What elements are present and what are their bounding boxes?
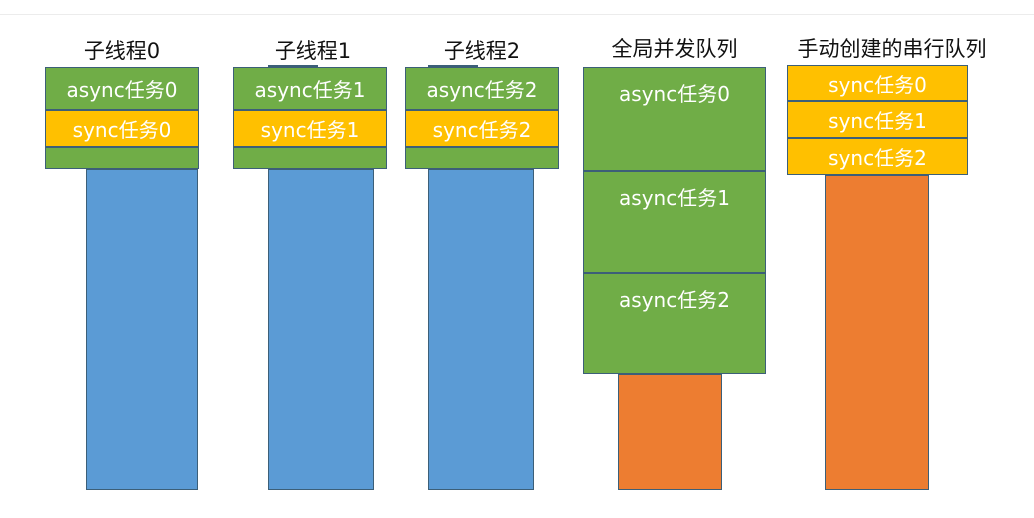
serial-queue-task-0: sync任务0	[787, 65, 968, 101]
thread-1-tick	[268, 65, 318, 68]
thread-1-green-footer	[233, 147, 387, 169]
serial-queue-bar	[825, 175, 929, 490]
thread-2-sync-task: sync任务2	[405, 110, 559, 147]
thread-0-async-task: async任务0	[45, 67, 199, 110]
thread-0-bar	[86, 169, 198, 490]
thread-0-sync-task: sync任务0	[45, 110, 199, 147]
global-queue-bar	[618, 374, 722, 490]
global-queue-task-2: async任务2	[583, 273, 766, 374]
serial-queue-title: 手动创建的串行队列	[797, 37, 987, 61]
serial-queue-task-1: sync任务1	[787, 101, 968, 138]
thread-2-title: 子线程2	[443, 39, 521, 63]
thread-0-title: 子线程0	[83, 39, 161, 63]
thread-2-green-footer	[405, 147, 559, 169]
thread-1-bar	[268, 169, 374, 490]
top-divider	[0, 14, 1034, 15]
global-queue-title: 全局并发队列	[611, 37, 738, 61]
global-queue-task-0: async任务0	[583, 67, 766, 171]
thread-2-async-task: async任务2	[405, 67, 559, 110]
serial-queue-task-2: sync任务2	[787, 138, 968, 175]
thread-1-sync-task: sync任务1	[233, 110, 387, 147]
thread-2-tick	[428, 65, 478, 68]
thread-0-green-footer	[45, 147, 199, 169]
thread-1-async-task: async任务1	[233, 67, 387, 110]
thread-2-bar	[428, 169, 534, 490]
global-queue-task-1: async任务1	[583, 171, 766, 273]
thread-1-title: 子线程1	[274, 39, 352, 63]
